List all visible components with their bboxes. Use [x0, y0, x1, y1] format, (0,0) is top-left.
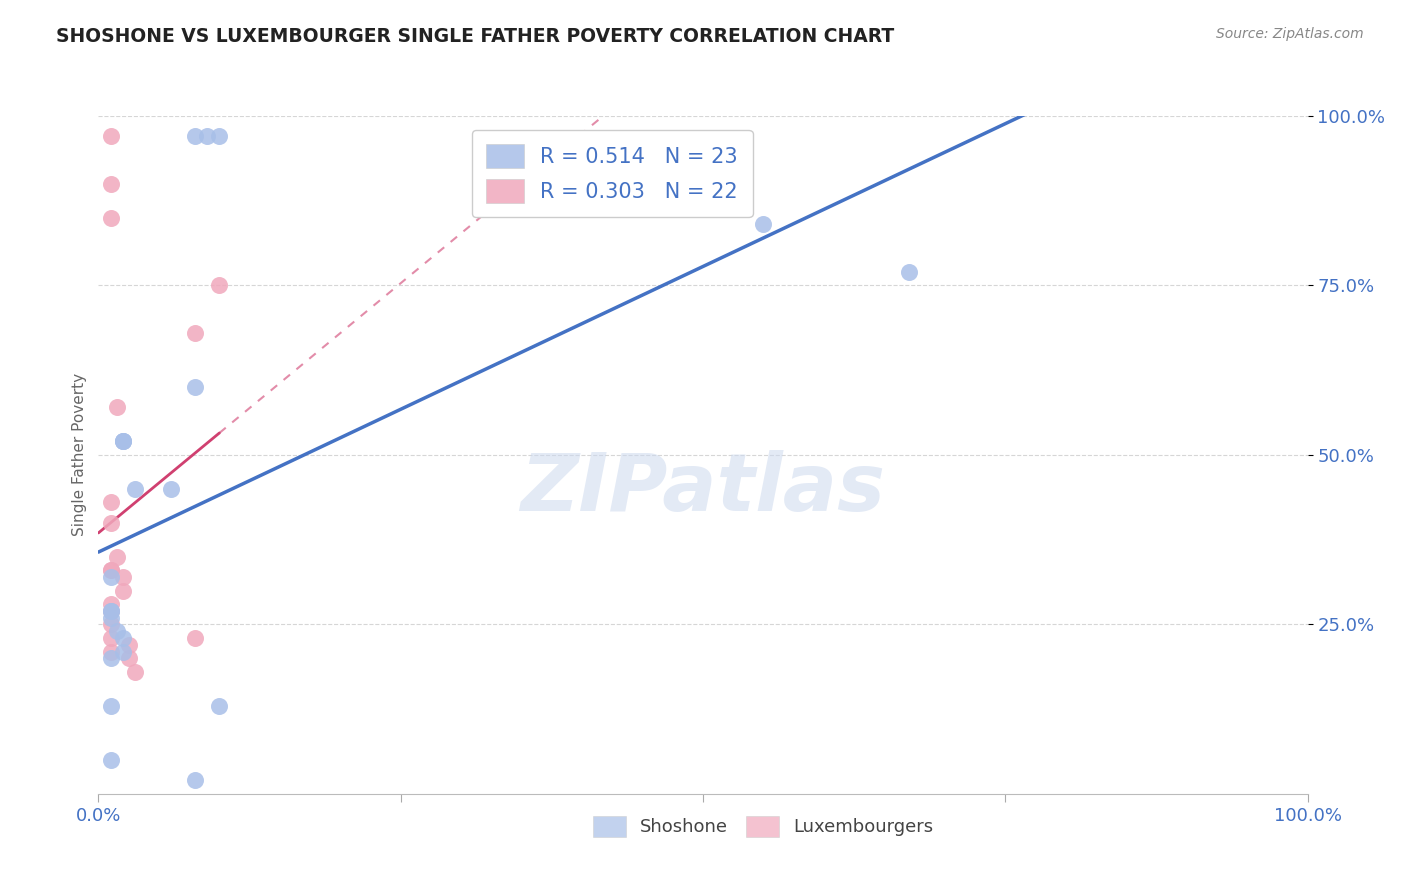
- Point: [105, 624, 128, 639]
- Point: [111, 434, 134, 449]
- Point: [100, 211, 122, 225]
- Point: [184, 129, 207, 144]
- Point: [111, 631, 134, 645]
- Point: [195, 129, 218, 144]
- Point: [111, 583, 134, 598]
- Point: [100, 604, 122, 618]
- Point: [100, 563, 122, 577]
- Point: [105, 401, 128, 415]
- Point: [100, 617, 122, 632]
- Point: [111, 570, 134, 584]
- Point: [111, 434, 134, 449]
- Text: ZIPatlas: ZIPatlas: [520, 450, 886, 528]
- Point: [100, 610, 122, 624]
- Legend: Shoshone, Luxembourgers: Shoshone, Luxembourgers: [585, 807, 942, 846]
- Point: [100, 631, 122, 645]
- Point: [118, 651, 141, 665]
- Point: [100, 753, 122, 767]
- Point: [100, 177, 122, 191]
- Point: [100, 129, 122, 144]
- Point: [100, 597, 122, 611]
- Point: [752, 218, 775, 232]
- Point: [184, 631, 207, 645]
- Point: [184, 773, 207, 788]
- Point: [124, 665, 146, 679]
- Point: [208, 278, 231, 293]
- Point: [100, 604, 122, 618]
- Point: [184, 380, 207, 394]
- Point: [100, 698, 122, 713]
- Point: [100, 563, 122, 577]
- Point: [160, 482, 183, 496]
- Point: [105, 549, 128, 564]
- Text: Source: ZipAtlas.com: Source: ZipAtlas.com: [1216, 27, 1364, 41]
- Point: [100, 651, 122, 665]
- Point: [208, 698, 231, 713]
- Point: [897, 265, 920, 279]
- Point: [100, 604, 122, 618]
- Point: [118, 638, 141, 652]
- Point: [100, 570, 122, 584]
- Point: [124, 482, 146, 496]
- Y-axis label: Single Father Poverty: Single Father Poverty: [72, 374, 87, 536]
- Point: [100, 495, 122, 509]
- Point: [100, 516, 122, 530]
- Point: [184, 326, 207, 340]
- Point: [111, 644, 134, 658]
- Point: [100, 644, 122, 658]
- Point: [208, 129, 231, 144]
- Point: [111, 434, 134, 449]
- Text: SHOSHONE VS LUXEMBOURGER SINGLE FATHER POVERTY CORRELATION CHART: SHOSHONE VS LUXEMBOURGER SINGLE FATHER P…: [56, 27, 894, 45]
